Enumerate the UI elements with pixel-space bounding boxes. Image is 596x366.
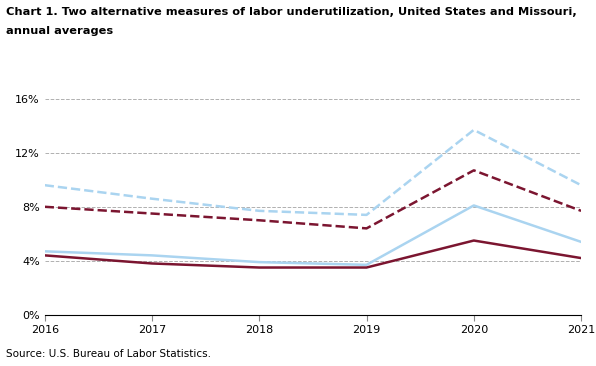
Text: annual averages: annual averages: [6, 26, 113, 36]
Text: Source: U.S. Bureau of Labor Statistics.: Source: U.S. Bureau of Labor Statistics.: [6, 349, 211, 359]
Text: Chart 1. Two alternative measures of labor underutilization, United States and M: Chart 1. Two alternative measures of lab…: [6, 7, 577, 17]
